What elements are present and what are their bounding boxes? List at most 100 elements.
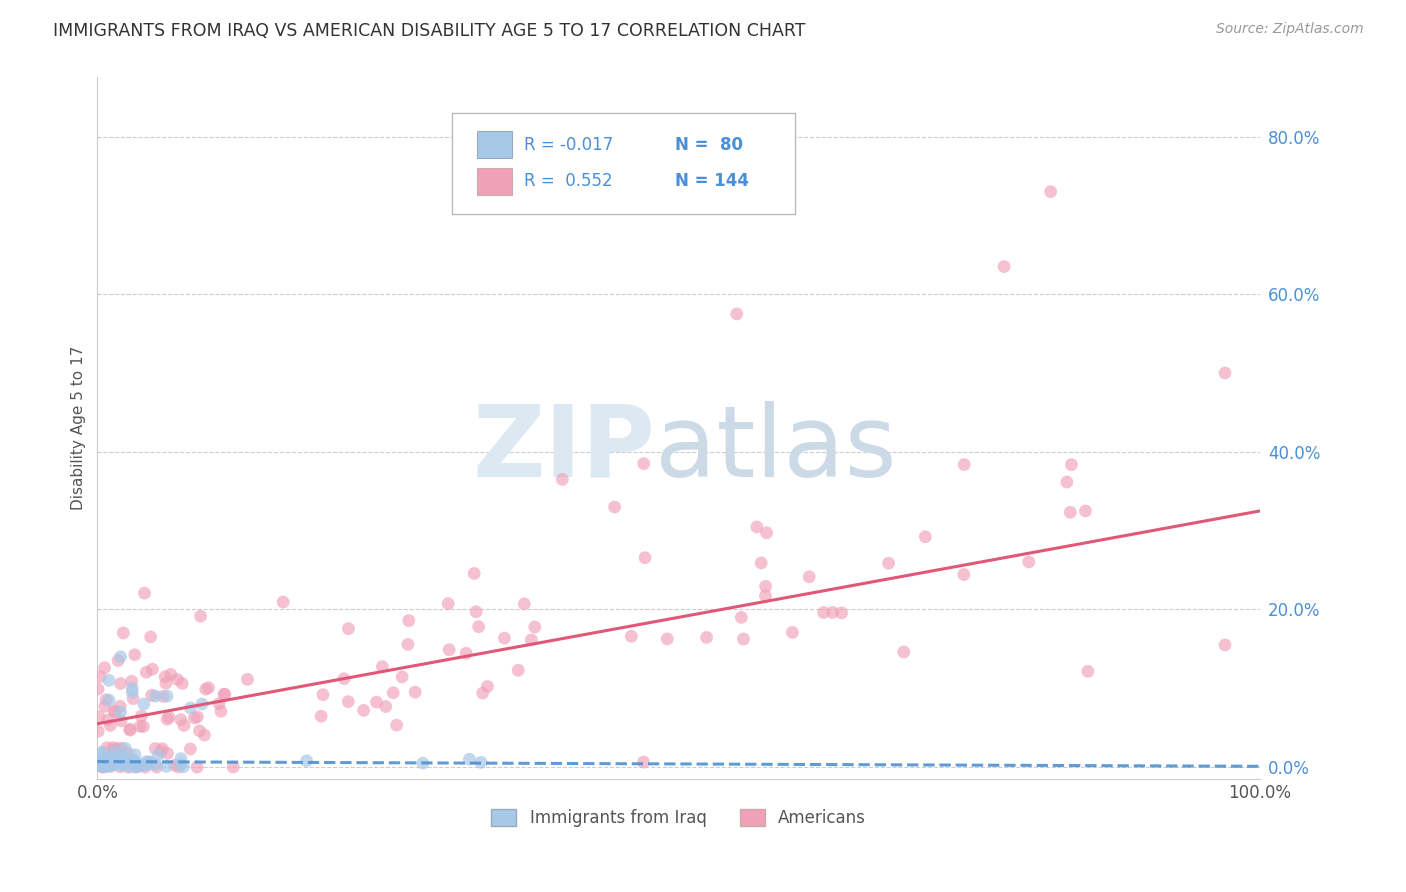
Point — [91, 756, 114, 770]
Point — [120, 723, 142, 737]
Point — [454, 646, 477, 660]
Point — [1059, 505, 1081, 519]
Point — [477, 680, 499, 694]
Point — [634, 550, 657, 565]
Point — [755, 579, 778, 593]
Point — [1060, 458, 1083, 472]
Point — [396, 637, 419, 651]
Point — [121, 681, 143, 696]
Point — [93, 758, 115, 772]
Point — [108, 756, 131, 771]
Point — [186, 760, 208, 774]
Point — [149, 744, 172, 758]
Point — [470, 756, 492, 770]
Point — [94, 758, 117, 772]
Point — [94, 758, 117, 772]
Point — [179, 742, 201, 756]
Point — [110, 756, 132, 771]
Point — [222, 760, 245, 774]
Point — [117, 746, 139, 760]
Point — [87, 724, 110, 739]
Point — [179, 701, 201, 715]
Point — [620, 629, 643, 643]
Point — [110, 649, 132, 664]
Point — [93, 661, 115, 675]
Point — [1018, 555, 1040, 569]
Point — [1074, 504, 1097, 518]
Point — [97, 758, 120, 772]
Point — [146, 747, 169, 762]
Point — [821, 606, 844, 620]
Point — [135, 757, 157, 772]
Point — [730, 610, 752, 624]
Text: N =  80: N = 80 — [675, 136, 744, 153]
Point — [371, 659, 394, 673]
Point — [749, 556, 772, 570]
Point — [157, 710, 180, 724]
Point — [150, 741, 173, 756]
Point — [125, 760, 148, 774]
Point — [831, 606, 853, 620]
Point — [100, 718, 122, 732]
Point — [93, 760, 115, 774]
Point — [111, 757, 134, 772]
Point — [122, 691, 145, 706]
Point — [103, 745, 125, 759]
Point — [135, 755, 157, 769]
Point — [141, 662, 163, 676]
Point — [105, 756, 128, 770]
Point — [183, 711, 205, 725]
Point — [465, 605, 488, 619]
Point — [813, 606, 835, 620]
Point — [156, 712, 179, 726]
Point — [90, 753, 112, 767]
Point — [309, 709, 332, 723]
Point — [120, 752, 142, 766]
Point — [114, 751, 136, 765]
Point — [914, 530, 936, 544]
Point — [156, 747, 179, 761]
FancyBboxPatch shape — [478, 168, 512, 194]
Point — [132, 719, 155, 733]
Point — [782, 625, 804, 640]
Point — [458, 752, 481, 766]
Point — [98, 752, 121, 766]
Point — [110, 760, 132, 774]
Point — [1039, 185, 1062, 199]
Point — [104, 751, 127, 765]
Point — [124, 747, 146, 762]
Point — [385, 718, 408, 732]
Point — [96, 753, 118, 767]
Point — [295, 754, 318, 768]
Point — [98, 759, 121, 773]
Point — [122, 753, 145, 767]
Point — [333, 672, 356, 686]
Point — [129, 758, 152, 772]
Point — [145, 760, 167, 774]
Point — [312, 688, 335, 702]
Point — [118, 723, 141, 737]
Point — [94, 693, 117, 707]
Point — [108, 699, 131, 714]
Point — [188, 723, 211, 738]
Point — [138, 755, 160, 769]
Text: N = 144: N = 144 — [675, 172, 749, 190]
Point — [145, 689, 167, 703]
Point — [412, 756, 434, 771]
Point — [96, 756, 118, 770]
Point — [98, 673, 121, 688]
Point — [110, 676, 132, 690]
Point — [366, 695, 388, 709]
Point — [105, 741, 128, 756]
Point — [96, 758, 118, 772]
Point — [90, 756, 112, 770]
Point — [98, 693, 121, 707]
Point — [657, 632, 679, 646]
Point — [337, 622, 360, 636]
Point — [110, 741, 132, 756]
Point — [121, 756, 143, 771]
Point — [391, 670, 413, 684]
Point — [463, 566, 485, 581]
Point — [156, 689, 179, 703]
Point — [98, 758, 121, 772]
